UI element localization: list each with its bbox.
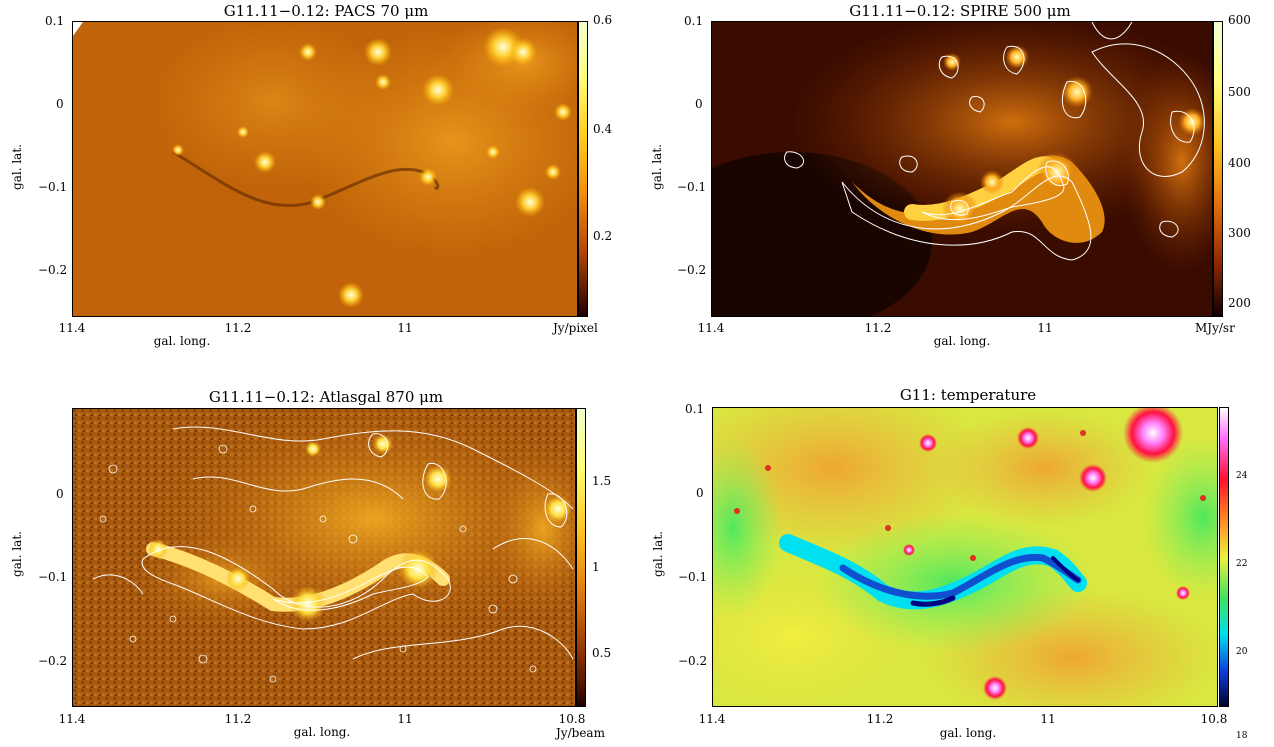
colorbar-tick: 300 <box>1228 226 1251 240</box>
x-tick: 11.4 <box>698 712 726 726</box>
x-axis-label: gal. long. <box>153 334 211 348</box>
colorbar-tick: 500 <box>1228 85 1251 99</box>
colorbar-tick: 24 <box>1236 471 1248 481</box>
y-tick: −0.1 <box>38 180 68 194</box>
y-axis-label: gal. lat. <box>9 531 24 577</box>
x-axis-label: gal. long. <box>293 725 351 739</box>
y-tick: 0.1 <box>684 14 704 28</box>
x-tick: 10.8 <box>1200 712 1228 726</box>
spire500-colorbar <box>1213 21 1223 317</box>
x-tick: 11.4 <box>697 321 725 335</box>
panel-title: G11: temperature <box>899 386 1037 404</box>
panel-title: G11.11−0.12: SPIRE 500 μm <box>849 2 1071 20</box>
x-tick: 11.2 <box>866 712 894 726</box>
x-tick: 11.2 <box>224 712 252 726</box>
y-tick: −0.2 <box>677 263 707 277</box>
colorbar-tick: 0.6 <box>593 13 613 27</box>
y-tick: −0.1 <box>678 570 708 584</box>
panel-title: G11.11−0.12: Atlasgal 870 μm <box>208 388 444 406</box>
colorbar-tick: 1 <box>592 560 600 574</box>
colorbar-unit: Jy/beam <box>556 726 605 740</box>
x-axis-label: gal. long. <box>939 726 997 740</box>
y-axis-label: gal. lat. <box>9 144 24 190</box>
colorbar-tick: 20 <box>1236 647 1248 657</box>
atlasgal870-image <box>72 408 576 707</box>
y-tick: 0 <box>56 97 64 111</box>
x-tick: 11 <box>1040 712 1056 726</box>
y-tick: 0.1 <box>45 14 65 28</box>
y-tick: −0.2 <box>38 654 68 668</box>
x-tick: 10.8 <box>558 712 586 726</box>
temperature-colorbar <box>1219 407 1229 707</box>
colorbar-unit: Jy/pixel <box>553 321 598 335</box>
colorbar-tick: 18 <box>1236 731 1248 741</box>
colorbar-tick: 200 <box>1228 296 1251 310</box>
colorbar-tick: 1.5 <box>592 474 612 488</box>
y-axis-label: gal. lat. <box>649 144 664 190</box>
atlasgal870-colorbar <box>576 408 586 707</box>
x-tick: 11.4 <box>58 321 86 335</box>
y-tick: 0 <box>695 97 703 111</box>
temperature-image <box>712 407 1218 707</box>
colorbar-tick: 0.2 <box>593 229 613 243</box>
y-tick: 0 <box>56 487 64 501</box>
y-tick: −0.2 <box>678 654 708 668</box>
spire500-image <box>711 21 1213 317</box>
y-tick: 0.1 <box>685 402 705 416</box>
x-tick: 11 <box>397 321 413 335</box>
x-tick: 11.2 <box>864 321 892 335</box>
y-tick: −0.1 <box>677 180 707 194</box>
colorbar-tick: 0.5 <box>592 646 612 660</box>
colorbar-tick: 400 <box>1228 156 1251 170</box>
panel-title: G11.11−0.12: PACS 70 μm <box>223 2 429 20</box>
colorbar-unit: MJy/sr <box>1195 321 1235 335</box>
x-tick: 11.2 <box>224 321 252 335</box>
x-tick: 11.4 <box>58 712 86 726</box>
colorbar-tick: 600 <box>1228 13 1251 27</box>
pacs70-colorbar <box>578 21 588 317</box>
x-tick: 11 <box>1037 321 1053 335</box>
colorbar-tick: 0.4 <box>593 122 613 136</box>
y-tick: −0.2 <box>38 263 68 277</box>
y-tick: 0 <box>696 486 704 500</box>
x-axis-label: gal. long. <box>933 334 991 348</box>
x-tick: 11 <box>397 712 413 726</box>
y-tick: −0.1 <box>38 570 68 584</box>
colorbar-tick: 22 <box>1236 559 1248 569</box>
pacs70-image <box>72 21 578 317</box>
y-axis-label: gal. lat. <box>650 531 665 577</box>
